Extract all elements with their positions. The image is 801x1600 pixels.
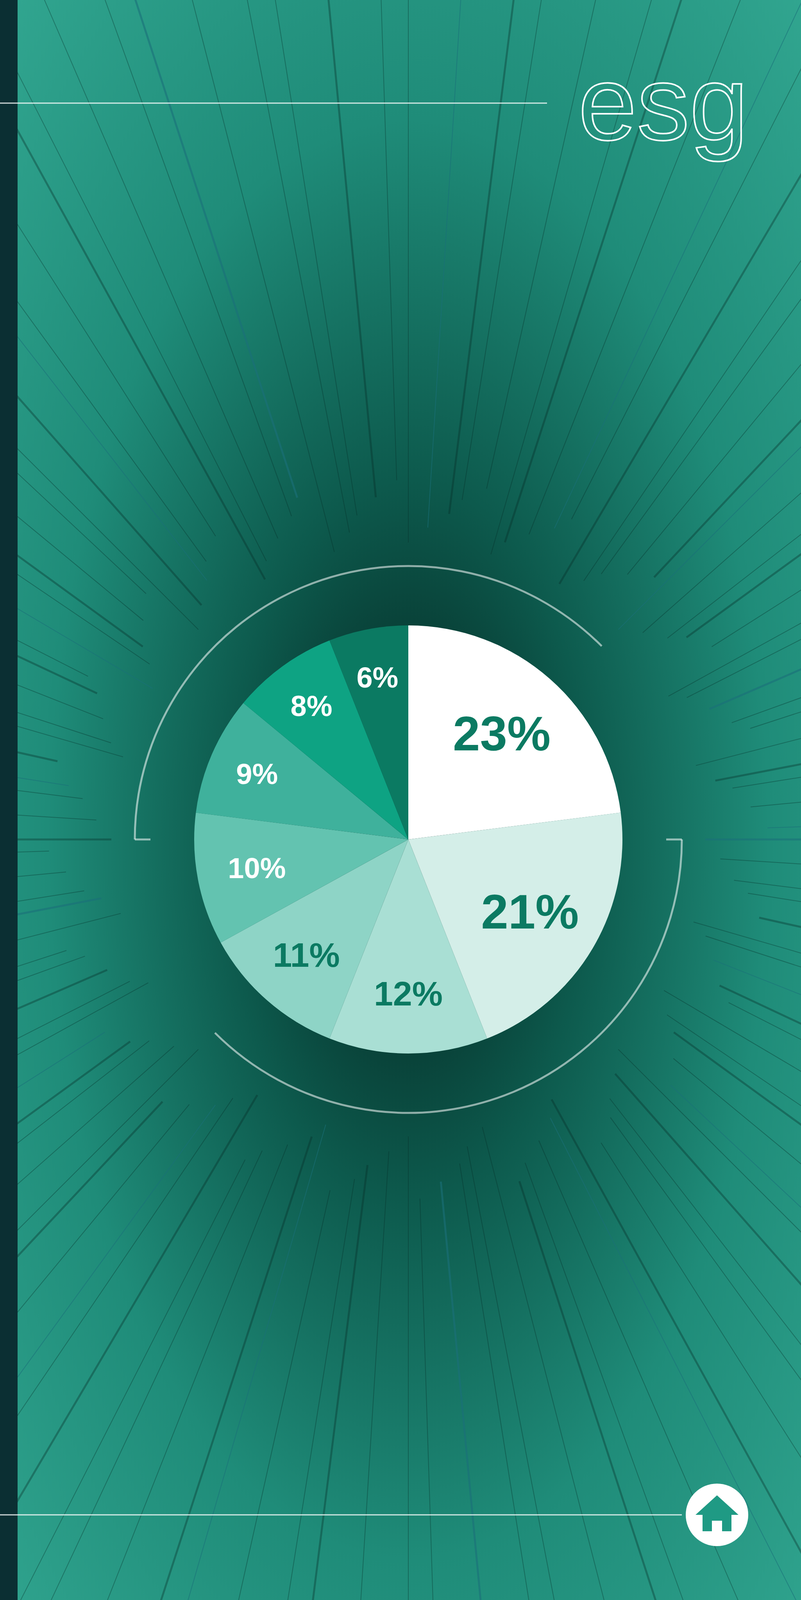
svg-text:8%: 8%	[290, 690, 333, 723]
svg-text:9%: 9%	[236, 758, 278, 791]
svg-text:11%: 11%	[272, 935, 340, 975]
svg-text:12%: 12%	[373, 974, 443, 1014]
svg-text:esg: esg	[578, 44, 749, 163]
svg-text:21%: 21%	[480, 884, 579, 939]
svg-text:23%: 23%	[452, 706, 551, 761]
svg-text:6%: 6%	[356, 661, 399, 694]
svg-text:10%: 10%	[227, 852, 286, 885]
